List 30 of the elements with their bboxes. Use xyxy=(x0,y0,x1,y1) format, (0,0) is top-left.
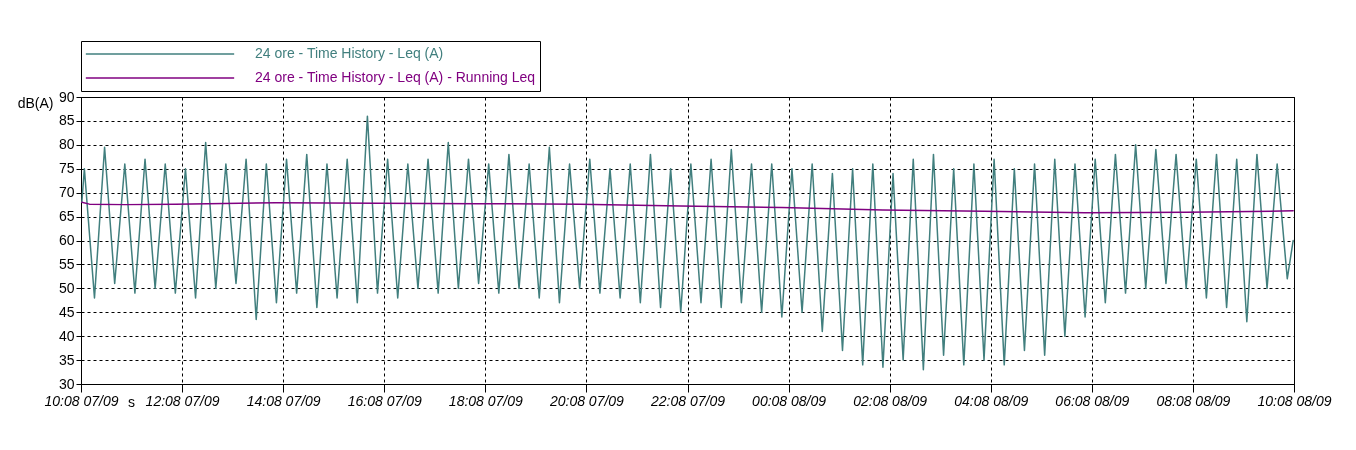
text: 24 ore - Time History - Leq (A) - Running Leq xyxy=(255,69,536,85)
x-tick-label: 02:08 08/09 xyxy=(853,392,928,409)
y-tick-label: 45 xyxy=(58,303,75,320)
y-tick-label: 80 xyxy=(58,136,75,153)
y-tick-label: 65 xyxy=(58,208,75,225)
x-tick-label: 20:08 07/09 xyxy=(548,392,625,409)
x-tick-label: 04:08 08/09 xyxy=(954,392,1029,409)
y-tick-label: 30 xyxy=(58,375,75,392)
y-tick-label: 40 xyxy=(58,327,75,344)
text: 24 ore - Time History - Leq (A) xyxy=(255,45,444,61)
x-tick-label: 22:08 07/09 xyxy=(650,392,726,409)
x-tick-label: 14:08 07/09 xyxy=(246,392,321,409)
y-axis-title: dB(A) xyxy=(17,94,54,111)
y-tick-label: 55 xyxy=(58,255,75,272)
y-tick-label: 90 xyxy=(58,88,75,105)
x-tick-label: 06:08 08/09 xyxy=(1055,392,1130,409)
y-tick-label: 75 xyxy=(58,160,75,177)
x-tick-label: 16:08 07/09 xyxy=(347,392,422,409)
y-tick-label: 35 xyxy=(58,351,75,368)
x-tick-label: 08:08 08/09 xyxy=(1156,392,1231,409)
y-tick-label: 60 xyxy=(58,232,75,248)
x-tick-label: 12:08 07/09 xyxy=(145,392,220,409)
x-tick-label: 10:08 07/09 xyxy=(44,392,119,409)
y-tick-label: 70 xyxy=(58,184,75,201)
x-axis-title: s xyxy=(128,393,135,410)
x-tick-label: 10:08 08/09 xyxy=(1257,392,1332,409)
x-tick-label: 18:08 07/09 xyxy=(448,392,524,409)
y-tick-label: 50 xyxy=(58,279,75,296)
y-tick-label: 85 xyxy=(58,112,75,129)
x-tick-label: 00:08 08/09 xyxy=(752,392,827,409)
